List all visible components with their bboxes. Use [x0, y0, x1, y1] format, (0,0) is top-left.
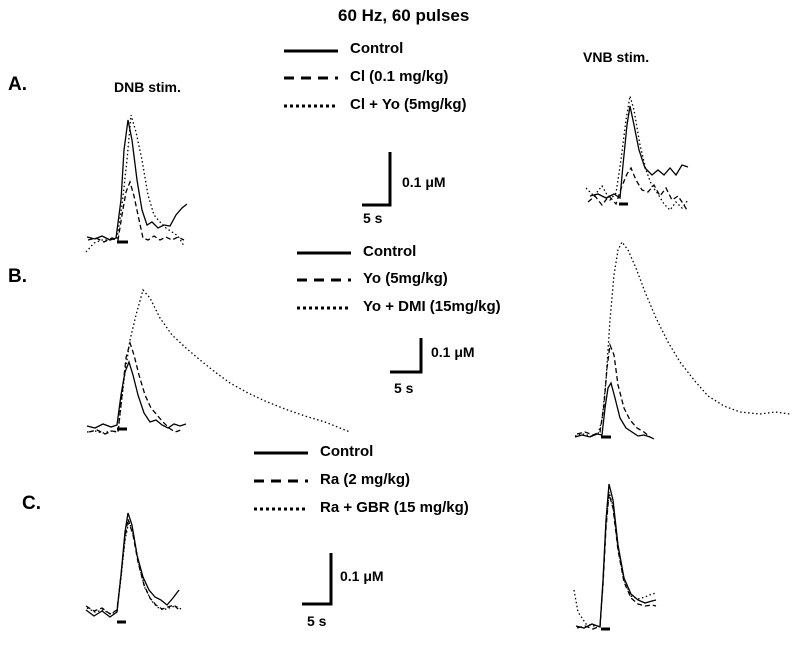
- trace-a-vnb-drug2: [585, 95, 689, 211]
- trace-c-vnb-drug1: [576, 493, 657, 630]
- trace-b-vnb-control: [574, 381, 651, 438]
- vnb-column-label: VNB stim.: [583, 49, 650, 65]
- legend-a-samples: [284, 49, 338, 108]
- legend-c-drug2: Ra + GBR (15 mg/kg): [320, 499, 469, 516]
- legend-a-control: Control: [350, 40, 404, 57]
- traces-c-vnb: [573, 483, 657, 630]
- figure-title: 60 Hz, 60 pulses: [338, 6, 470, 25]
- legend-a-drug1: Cl (0.1 mg/kg): [350, 68, 449, 85]
- traces-a-vnb: [585, 95, 689, 213]
- trace-b-vnb-drug1: [576, 342, 657, 441]
- scale-bar-b: [390, 338, 423, 374]
- legend-c-control: Control: [320, 443, 374, 460]
- panel-label-a: A.: [8, 74, 27, 95]
- legend-b-control: Control: [363, 243, 417, 260]
- scale-c-x-label: 5 s: [307, 613, 327, 629]
- trace-b-vnb-drug2: [574, 240, 791, 437]
- trace-b-dnb-control: [86, 360, 187, 429]
- trace-c-dnb-control: [85, 512, 180, 618]
- panel-label-c: C.: [22, 493, 41, 514]
- legend-c-samples: [254, 451, 308, 511]
- legend-a-drug2: Cl + Yo (5mg/kg): [350, 96, 467, 113]
- trace-b-dnb-drug2: [86, 288, 351, 434]
- trace-c-vnb-drug2: [573, 491, 657, 627]
- scale-bar-a: [362, 152, 392, 207]
- trace-a-vnb-control: [589, 105, 689, 200]
- stimulus-marks: [117, 202, 628, 631]
- trace-a-dnb-drug2: [85, 114, 185, 253]
- scale-a-y-label: 0.1 μM: [402, 174, 446, 190]
- traces-b-vnb: [574, 240, 791, 441]
- traces-b-dnb: [86, 288, 351, 435]
- legend-b-drug1: Yo (5mg/kg): [363, 270, 448, 287]
- scale-b-x-label: 5 s: [394, 380, 414, 396]
- legend-b-samples: [297, 251, 351, 310]
- panel-label-b: B.: [8, 266, 27, 287]
- trace-c-dnb-drug2: [86, 518, 182, 615]
- dnb-column-label: DNB stim.: [114, 79, 181, 95]
- trace-c-vnb-control: [575, 483, 657, 629]
- legend-b-drug2: Yo + DMI (15mg/kg): [363, 298, 501, 315]
- legend-c-drug1: Ra (2 mg/kg): [320, 471, 411, 488]
- trace-b-dnb-drug1: [88, 340, 182, 435]
- scale-b-y-label: 0.1 μM: [431, 344, 475, 360]
- scale-bar-c: [302, 553, 333, 606]
- scale-c-y-label: 0.1 μM: [340, 568, 384, 584]
- trace-c-dnb-drug1: [85, 518, 181, 615]
- traces-c-dnb: [85, 512, 182, 618]
- trace-a-dnb-drug1: [87, 179, 185, 243]
- traces-a-dnb: [85, 114, 188, 253]
- trace-a-vnb-drug1: [587, 166, 689, 213]
- scale-a-x-label: 5 s: [363, 210, 383, 226]
